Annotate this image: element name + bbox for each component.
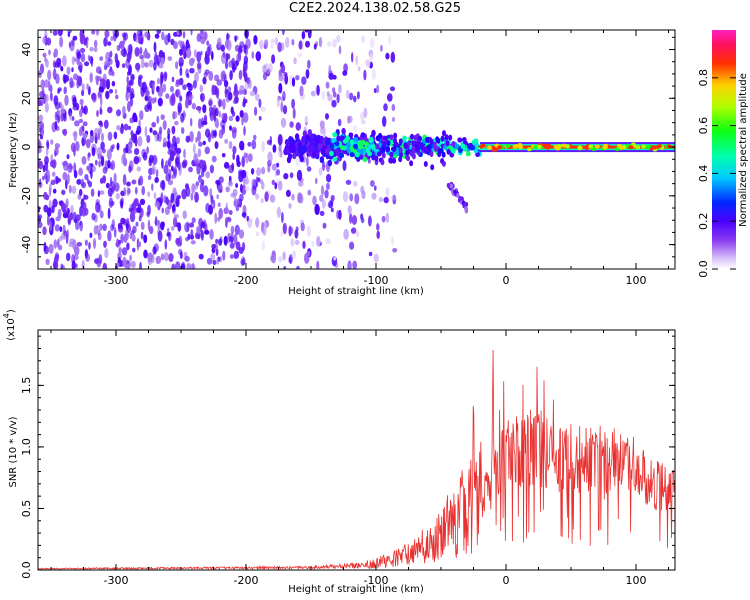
snr-series-line	[38, 349, 675, 570]
top-x-tick-label: 0	[503, 274, 510, 287]
top-y-tick-label: -40	[20, 236, 33, 254]
bottom-x-tick-label: 0	[503, 574, 510, 587]
top-y-tick-label: 0	[20, 144, 33, 151]
chart-title: C2E2.2024.138.02.58.G25	[288, 1, 462, 16]
y-scale-prefix: (x10	[6, 318, 17, 341]
bottom-x-tick-label: -100	[364, 574, 389, 587]
bottom-y-tick-label: 0.5	[20, 500, 33, 518]
y-scale-note: (x104)	[2, 309, 17, 341]
bottom-x-tick-label: -300	[104, 574, 129, 587]
top-x-axis: -300 -200 -100 0 100	[50, 30, 669, 287]
bottom-x-tick-label: 100	[626, 574, 647, 587]
bottom-x-axis: -300 -200 -100 0 100	[50, 330, 669, 587]
top-x-tick-label: -300	[104, 274, 129, 287]
colorbar-ticks: 0.0 0.2 0.4 0.6 0.8	[697, 69, 736, 278]
bottom-y-axis: 0.0 0.5 1.0 1.5	[20, 335, 675, 579]
colorbar-tick-label: 0.4	[697, 165, 710, 183]
colorbar: 0.0 0.2 0.4 0.6 0.8 Normalized spectral ampl…	[697, 30, 749, 278]
bottom-y-axis-label: SNR (10 * v/v)	[8, 416, 19, 487]
top-y-tick-label: -20	[20, 187, 33, 205]
bottom-x-axis-label: Height of straight line (km)	[288, 584, 424, 595]
colorbar-gradient	[712, 30, 736, 269]
colorbar-label: Normalized spectral amplitude	[738, 73, 749, 227]
top-y-axis-label: Frequency (Hz)	[8, 112, 19, 188]
top-y-tick-label: 20	[20, 91, 33, 105]
y-scale-exponent: 4	[2, 313, 11, 318]
y-scale-suffix: )	[6, 309, 17, 313]
spectrogram-heatmap	[38, 30, 675, 269]
top-x-tick-label: -200	[234, 274, 259, 287]
svg-text:(x104): (x104)	[2, 309, 17, 341]
bottom-y-tick-label: 0.0	[20, 561, 33, 579]
bottom-x-tick-label: -200	[234, 574, 259, 587]
top-y-tick-label: 40	[20, 43, 33, 57]
top-x-tick-label: 100	[626, 274, 647, 287]
colorbar-tick-label: 0.6	[697, 117, 710, 135]
top-x-axis-label: Height of straight line (km)	[288, 286, 424, 297]
snr-panel: -300 -200 -100 0 100 0.0 0.5 1.0 1.5 Height of …	[2, 309, 676, 595]
snr-line-layer	[38, 349, 675, 570]
bottom-y-tick-label: 1.5	[20, 377, 33, 395]
colorbar-tick-label: 0.0	[697, 260, 710, 278]
top-y-axis: -40 -20 0 20 40	[20, 36, 675, 270]
bottom-y-tick-label: 1.0	[20, 438, 33, 456]
bottom-plot-frame	[37, 329, 676, 571]
top-x-tick-label: -100	[364, 274, 389, 287]
colorbar-tick-label: 0.8	[697, 69, 710, 87]
colorbar-tick-label: 0.2	[697, 212, 710, 230]
top-plot-frame	[37, 29, 676, 270]
